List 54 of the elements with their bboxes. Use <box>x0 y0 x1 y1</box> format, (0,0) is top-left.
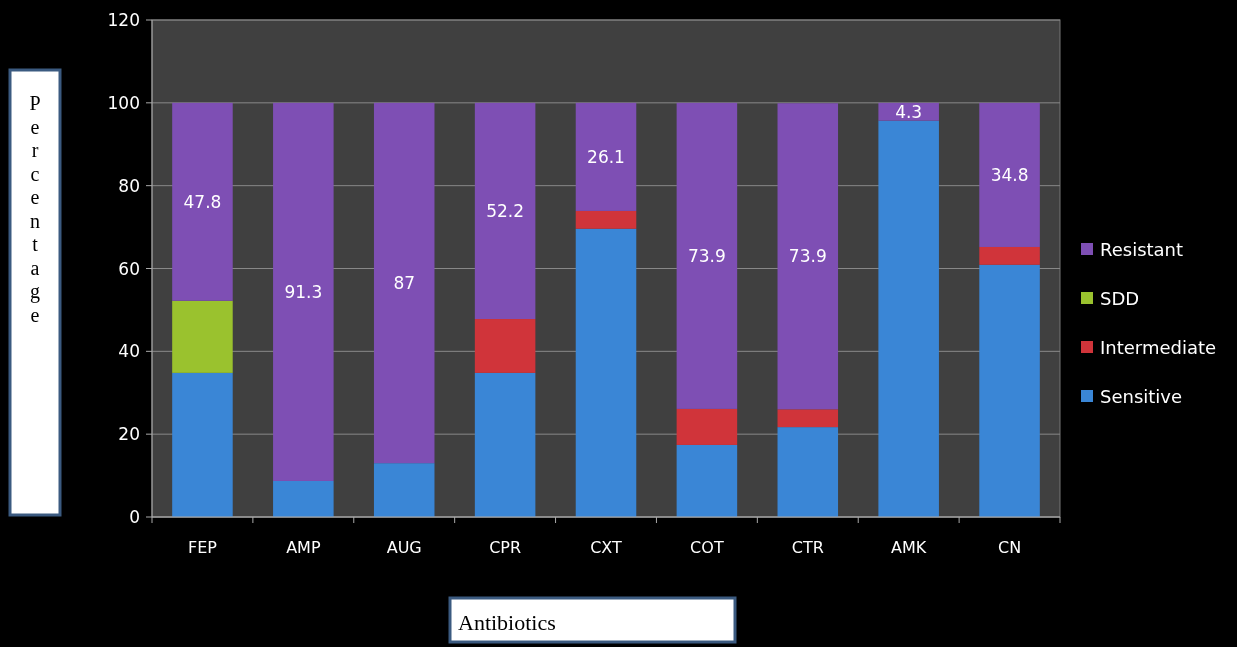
data-label: 4.3 <box>895 101 923 122</box>
text: Percentage <box>29 92 41 326</box>
bar <box>777 427 839 517</box>
data-label: 73.9 <box>788 246 827 267</box>
bar <box>373 102 435 464</box>
bar <box>373 463 435 517</box>
y-tick-label: 80 <box>118 175 140 196</box>
x-tick-label: CXT <box>590 538 623 557</box>
y-tick-label: 40 <box>118 341 140 362</box>
bar <box>575 228 637 517</box>
y-tick-label: 120 <box>107 10 140 30</box>
data-label: 34.8 <box>990 164 1029 185</box>
bar <box>273 480 334 517</box>
bar <box>474 372 536 517</box>
legend-label: Resistant <box>1100 239 1184 260</box>
bar <box>979 246 1040 265</box>
bar <box>474 319 536 373</box>
x-tick-label: CN <box>997 538 1022 557</box>
bar <box>676 102 738 409</box>
data-label: 87 <box>393 273 416 293</box>
bar <box>273 102 334 481</box>
x-axis-title: Antibiotics <box>458 610 556 635</box>
bar <box>777 409 839 428</box>
bar <box>474 102 536 320</box>
y-tick-label: 0 <box>129 507 140 527</box>
data-label: 73.9 <box>687 245 726 266</box>
legend-label: Intermediate <box>1100 337 1217 358</box>
bar <box>575 102 637 211</box>
bar <box>676 444 738 517</box>
x-tick-label: AMK <box>891 538 927 557</box>
legend-label: SDD <box>1100 288 1140 309</box>
bar <box>979 264 1040 517</box>
bar <box>172 102 233 301</box>
x-tick-label: CPR <box>489 538 522 557</box>
data-label: 91.3 <box>284 281 323 302</box>
legend-label: Sensitive <box>1100 386 1183 407</box>
data-label: 47.8 <box>183 191 222 212</box>
x-tick-label: FEP <box>187 538 218 557</box>
data-label: 52.2 <box>486 200 525 221</box>
bar <box>676 408 738 445</box>
data-label: 26.1 <box>587 146 625 167</box>
y-tick-label: 60 <box>118 258 140 279</box>
x-tick-label: AMP <box>286 538 321 557</box>
x-tick-label: AUG <box>386 538 422 557</box>
bar <box>979 102 1040 247</box>
bar <box>777 103 839 410</box>
bar <box>172 372 233 517</box>
y-tick-label: 100 <box>107 92 140 113</box>
bar <box>172 300 233 373</box>
y-tick-label: 20 <box>118 424 140 445</box>
x-tick-label: CTR <box>791 538 824 557</box>
bar <box>575 210 637 229</box>
x-tick-label: COT <box>690 538 724 557</box>
bar <box>878 120 939 517</box>
